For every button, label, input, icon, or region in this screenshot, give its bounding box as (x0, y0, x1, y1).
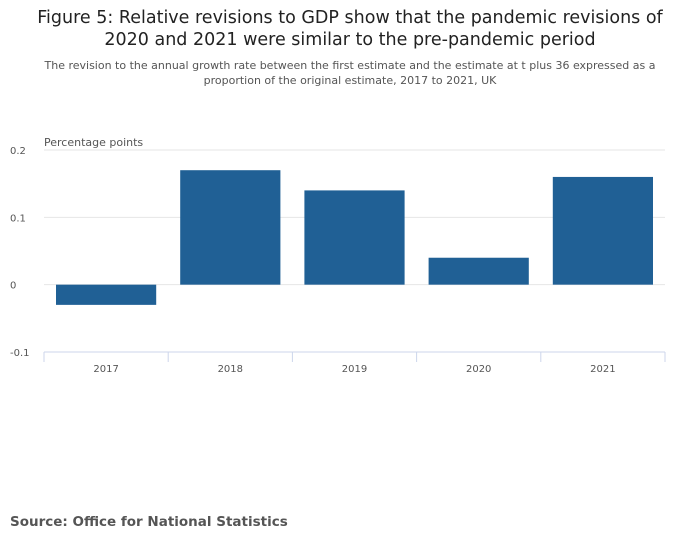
y-axis-label: Percentage points (44, 136, 144, 149)
y-tick-label: 0.1 (10, 213, 26, 224)
chart-title: Figure 5: Relative revisions to GDP show… (37, 8, 663, 50)
x-tick-label: 2019 (342, 364, 367, 375)
y-tick-label: -0.1 (10, 348, 30, 359)
bar-2021 (552, 176, 653, 285)
bar-2018 (180, 170, 281, 285)
bar-2020 (428, 257, 529, 285)
source-note: Source: Office for National Statistics (10, 514, 288, 530)
bar-2019 (304, 190, 405, 285)
x-tick-label: 2021 (590, 364, 615, 375)
x-tick-label: 2018 (218, 364, 243, 375)
x-tick-label: 2020 (466, 364, 491, 375)
chart-subtitle: The revision to the annual growth rate b… (44, 59, 656, 87)
y-tick-label: 0 (10, 281, 16, 292)
y-tick-label: 0.2 (10, 146, 26, 157)
x-tick-label: 2017 (93, 364, 118, 375)
bar-2017 (56, 284, 157, 305)
